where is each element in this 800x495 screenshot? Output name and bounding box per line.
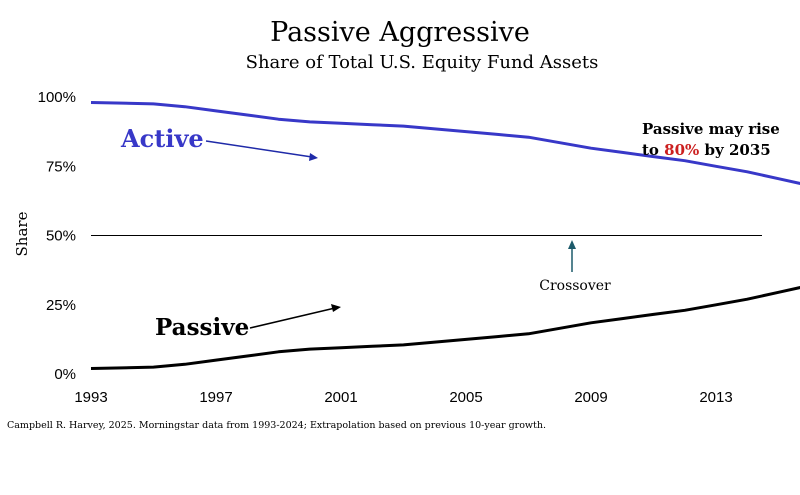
x-tick-label: 1997 [199,389,232,406]
crossover-label: Crossover [539,278,611,294]
active-series-line [90,101,800,185]
y-tick-label: 100% [38,89,76,106]
x-tick-label: 2013 [699,389,732,406]
crossover-arrow-head [568,240,576,249]
active-arrow-head [309,153,318,161]
projection-highlight: 80% [664,141,699,159]
passive-label-arrow [249,307,336,329]
projection-note-line2: to 80% by 2035 [642,141,771,159]
y-tick-label: 25% [46,297,76,314]
projection-prefix: to [642,141,659,159]
x-tick-label: 2005 [449,389,482,406]
chart-title: Passive Aggressive [270,17,530,48]
y-tick-label: 75% [46,158,76,175]
passive-series-line [90,286,800,370]
x-tick-label: 2001 [324,389,357,406]
chart-subtitle: Share of Total U.S. Equity Fund Assets [246,52,599,73]
passive-label: Passive [155,314,249,341]
active-label: Active [120,124,204,153]
y-tick-label: 50% [46,228,76,245]
passive-arrow-head [331,304,341,312]
x-axis-ticks: 1993199720012005200920132017202120252029… [74,389,732,406]
active-label-arrow [205,140,313,158]
source-note: Campbell R. Harvey, 2025. Morningstar da… [7,420,546,431]
y-axis-ticks: 0% 25% 50% 75% 100% [38,89,76,383]
y-tick-label: 0% [54,366,76,383]
projection-suffix: by 2035 [705,141,771,159]
x-tick-label: 1993 [74,389,107,406]
y-axis-label: Share [13,211,31,256]
projection-note-line1: Passive may rise [642,120,780,138]
x-tick-label: 2009 [574,389,607,406]
